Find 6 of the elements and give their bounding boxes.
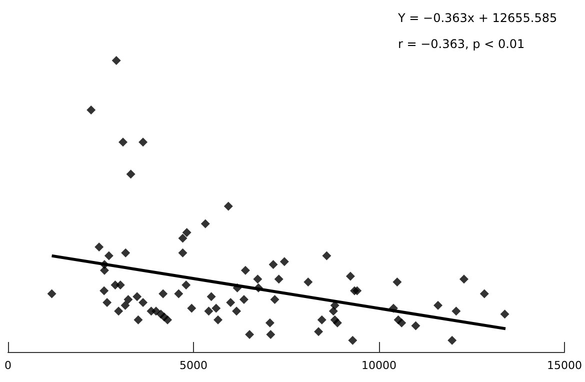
x-tick-label: 15000 bbox=[547, 359, 582, 372]
text: r = −0.363, p < 0.01 bbox=[398, 37, 525, 51]
x-tick-label: 5000 bbox=[180, 359, 208, 372]
text: Y = −0.363x + 12655.585 bbox=[397, 11, 558, 25]
x-tick-label: 0 bbox=[4, 359, 12, 372]
x-tick-label: 10000 bbox=[362, 359, 396, 372]
